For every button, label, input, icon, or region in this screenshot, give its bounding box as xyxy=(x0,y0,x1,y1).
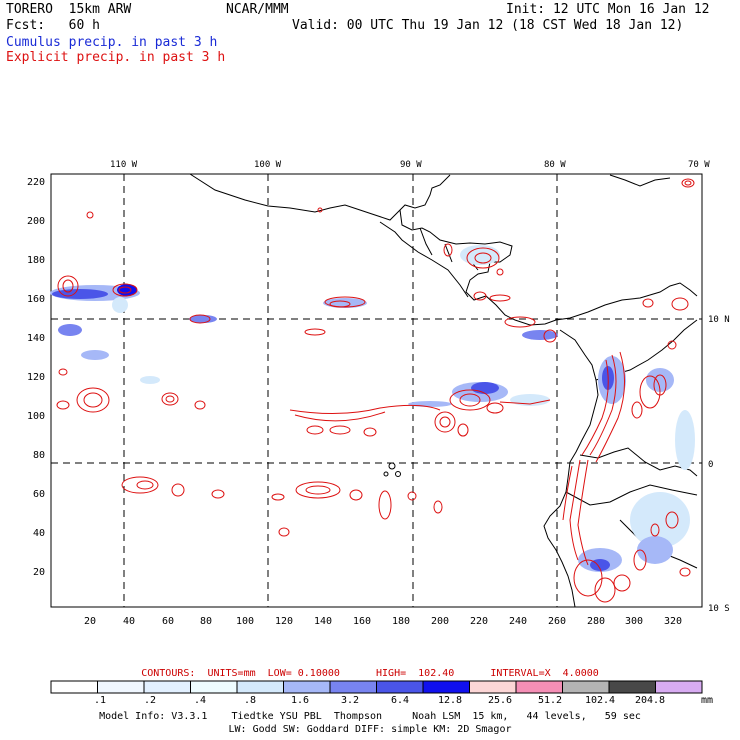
colorbar-swatch xyxy=(376,680,424,694)
x-tick: 40 xyxy=(123,616,135,627)
x-tick-labels: 20 40 60 80 100 120 140 160 180 200 220 … xyxy=(84,616,682,627)
x-tick: 180 xyxy=(392,616,410,627)
y-tick: 100 xyxy=(27,411,45,422)
lat-label: 10 N xyxy=(708,315,730,325)
colorbar-label: .8 xyxy=(243,695,257,706)
colorbar-swatch xyxy=(655,680,703,694)
legend-explicit: Explicit precip. in past 3 h xyxy=(6,50,226,65)
y-tick: 140 xyxy=(27,333,45,344)
colorbar-swatch xyxy=(50,680,98,694)
grid-lines xyxy=(51,174,702,607)
model-info: Model Info: V3.3.1 Tiedtke YSU PBL Thomp… xyxy=(99,711,641,722)
map-frame xyxy=(50,173,703,608)
cumulus-precip xyxy=(50,245,695,572)
y-tick-labels: 220 200 180 160 140 120 100 80 60 40 20 xyxy=(27,177,45,578)
physics-info: LW: Godd SW: Goddard DIFF: simple KM: 2D… xyxy=(228,724,512,735)
y-tick: 180 xyxy=(27,255,45,266)
colorbar-label: 12.8 xyxy=(437,695,463,706)
colorbar-swatch xyxy=(236,680,284,694)
model-title: TORERO 15km ARW xyxy=(6,2,132,17)
y-tick: 60 xyxy=(33,489,45,500)
lon-label: 70 W xyxy=(688,160,710,170)
x-tick: 160 xyxy=(353,616,371,627)
y-tick: 160 xyxy=(27,294,45,305)
x-tick: 200 xyxy=(431,616,449,627)
colorbar-label: .1 xyxy=(93,695,107,706)
colorbar-swatch xyxy=(283,680,331,694)
colorbar-label: 3.2 xyxy=(340,695,360,706)
center-name: NCAR/MMM xyxy=(226,2,289,17)
y-tick: 120 xyxy=(27,372,45,383)
lat-label: 10 S xyxy=(708,604,730,614)
contour-info: CONTOURS: UNITS=mm LOW= 0.10000 HIGH= 10… xyxy=(141,668,599,679)
lat-label: 0 xyxy=(708,460,713,470)
x-tick: 320 xyxy=(664,616,682,627)
colorbar-swatch xyxy=(422,680,470,694)
y-tick: 80 xyxy=(33,450,45,461)
colorbar-label: .2 xyxy=(143,695,157,706)
colorbar-swatch xyxy=(562,680,610,694)
x-tick: 280 xyxy=(587,616,605,627)
colorbar-swatch xyxy=(97,680,145,694)
x-tick: 60 xyxy=(162,616,174,627)
lon-label: 100 W xyxy=(254,160,282,170)
x-tick: 300 xyxy=(625,616,643,627)
lon-label: 90 W xyxy=(400,160,422,170)
colorbar-unit: mm xyxy=(700,695,714,706)
colorbar-label: 204.8 xyxy=(634,695,666,706)
x-tick: 100 xyxy=(236,616,254,627)
lat-labels: 10 N 0 10 S xyxy=(708,315,730,614)
colorbar-label: .4 xyxy=(193,695,207,706)
legend-cumulus: Cumulus precip. in past 3 h xyxy=(6,35,218,50)
lon-labels: 110 W 100 W 90 W 80 W 70 W xyxy=(110,160,710,170)
colorbar-swatch xyxy=(143,680,191,694)
colorbar-label: 1.6 xyxy=(290,695,310,706)
x-tick: 220 xyxy=(470,616,488,627)
x-tick: 240 xyxy=(509,616,527,627)
colorbar xyxy=(50,680,703,694)
colorbar-swatch xyxy=(608,680,656,694)
x-tick: 80 xyxy=(200,616,212,627)
colorbar-swatch xyxy=(329,680,377,694)
colorbar-label: 25.6 xyxy=(487,695,513,706)
colorbar-label: 51.2 xyxy=(537,695,563,706)
colorbar-swatch xyxy=(469,680,517,694)
colorbar-label: 102.4 xyxy=(584,695,616,706)
y-tick: 220 xyxy=(27,177,45,188)
explicit-precip xyxy=(56,178,695,603)
lon-label: 80 W xyxy=(544,160,566,170)
init-time: Init: 12 UTC Mon 16 Jan 12 xyxy=(506,2,710,17)
y-tick: 40 xyxy=(33,528,45,539)
y-tick: 200 xyxy=(27,216,45,227)
x-tick: 140 xyxy=(314,616,332,627)
x-tick: 260 xyxy=(548,616,566,627)
colorbar-swatch xyxy=(190,680,238,694)
x-tick: 120 xyxy=(275,616,293,627)
lon-label: 110 W xyxy=(110,160,138,170)
forecast-hour: Fcst: 60 h xyxy=(6,18,100,33)
valid-time: Valid: 00 UTC Thu 19 Jan 12 (18 CST Wed … xyxy=(292,18,684,33)
y-tick: 20 xyxy=(33,567,45,578)
colorbar-swatch xyxy=(515,680,563,694)
colorbar-label: 6.4 xyxy=(390,695,410,706)
x-tick: 20 xyxy=(84,616,96,627)
